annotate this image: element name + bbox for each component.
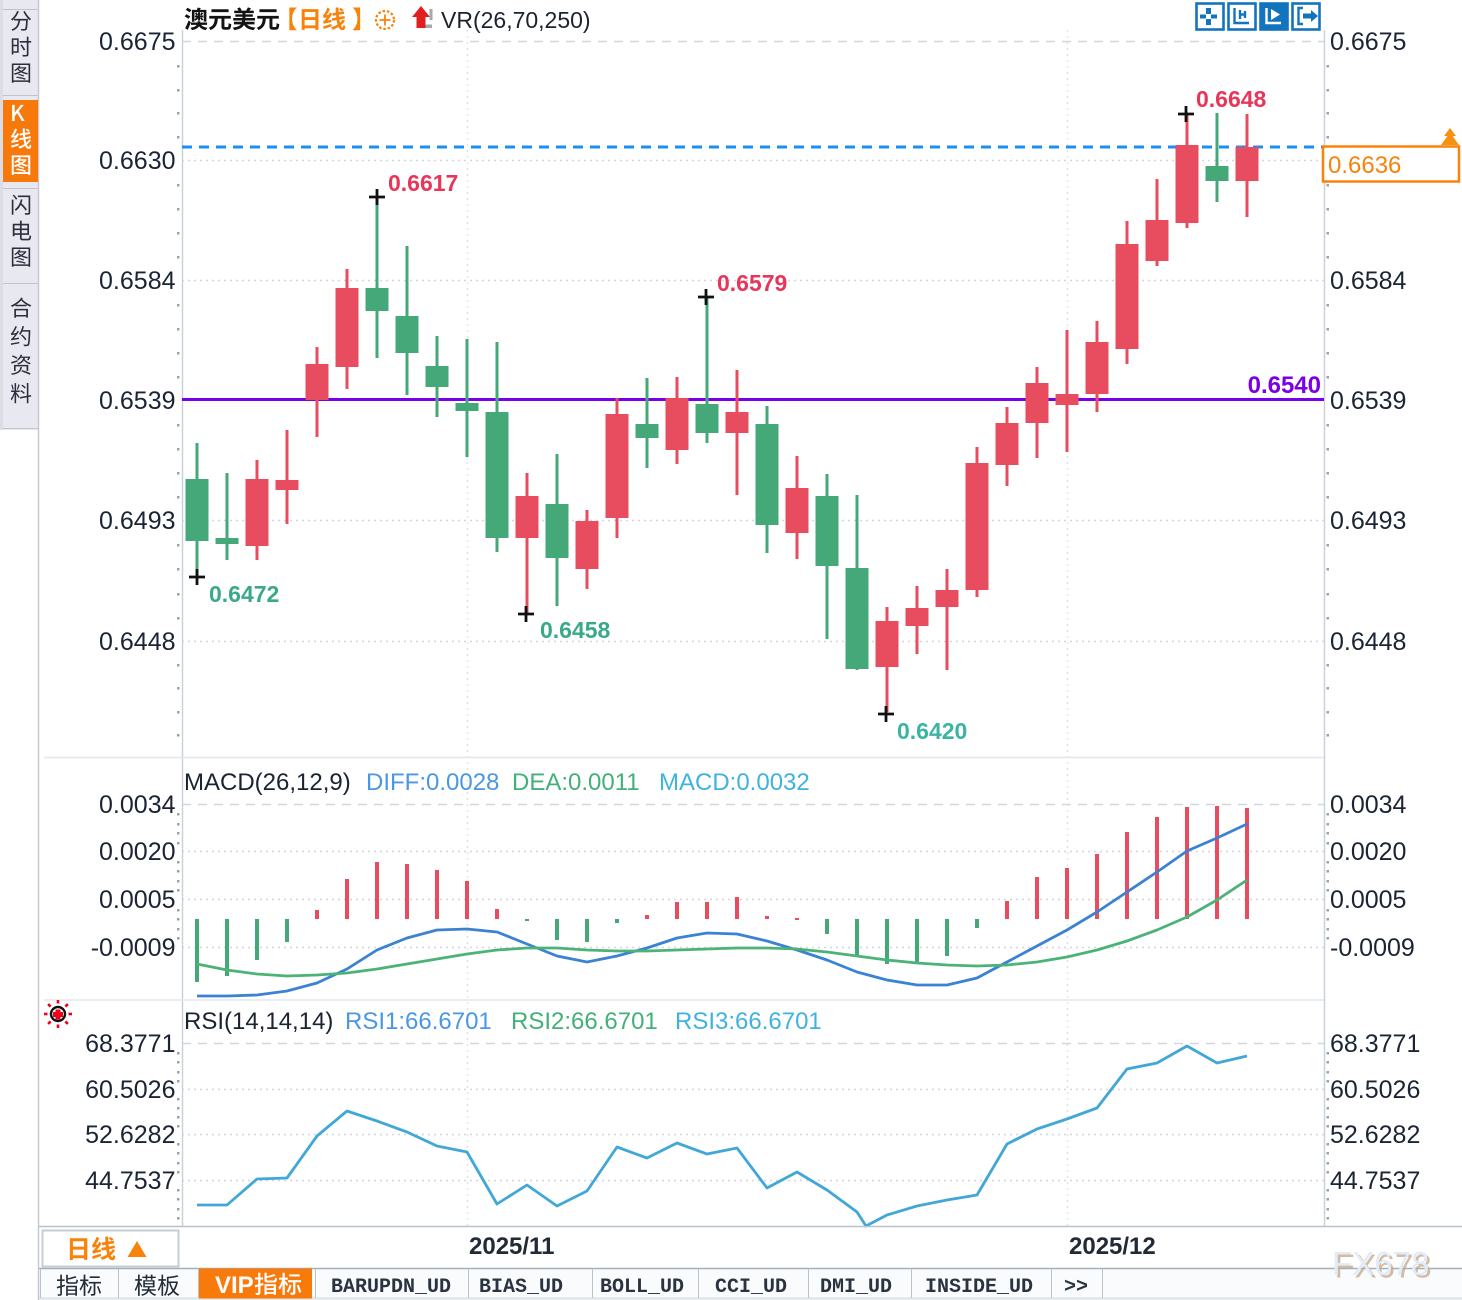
- svg-text:60.5026: 60.5026: [85, 1076, 175, 1104]
- svg-text:0.0005: 0.0005: [1330, 886, 1406, 914]
- svg-text:0.6648: 0.6648: [1196, 86, 1267, 112]
- svg-text:0.6675: 0.6675: [99, 28, 175, 56]
- svg-text:0.6458: 0.6458: [540, 617, 611, 643]
- svg-text:0.0005: 0.0005: [99, 886, 175, 914]
- svg-text:BOLL_UD: BOLL_UD: [600, 1276, 684, 1299]
- svg-text:CCI_UD: CCI_UD: [715, 1276, 787, 1299]
- svg-text:0.0020: 0.0020: [1330, 838, 1406, 866]
- svg-text:0.0020: 0.0020: [99, 838, 175, 866]
- svg-text:-0.0009: -0.0009: [91, 934, 176, 962]
- svg-text:INSIDE_UD: INSIDE_UD: [925, 1276, 1033, 1299]
- svg-text:60.5026: 60.5026: [1330, 1076, 1420, 1104]
- svg-text:RSI1:66.6701: RSI1:66.6701: [345, 1008, 492, 1035]
- svg-text:MACD:0.0032: MACD:0.0032: [659, 769, 810, 796]
- svg-text:52.6282: 52.6282: [85, 1121, 175, 1149]
- svg-text:0.6630: 0.6630: [99, 147, 175, 175]
- svg-text:0.6617: 0.6617: [388, 170, 458, 196]
- svg-text:0.6448: 0.6448: [1330, 628, 1406, 656]
- svg-text:0.6493: 0.6493: [99, 507, 175, 535]
- svg-text:0.6584: 0.6584: [99, 267, 176, 295]
- svg-text:RSI(14,14,14): RSI(14,14,14): [184, 1008, 333, 1035]
- svg-text:0.0034: 0.0034: [1330, 791, 1407, 819]
- svg-text:BARUPDN_UD: BARUPDN_UD: [331, 1276, 451, 1299]
- svg-text:FX678: FX678: [1332, 1245, 1429, 1282]
- svg-text:-0.0009: -0.0009: [1330, 934, 1415, 962]
- svg-text:0.6675: 0.6675: [1330, 28, 1406, 56]
- svg-text:VR(26,70,250): VR(26,70,250): [441, 7, 591, 33]
- svg-text:DEA:0.0011: DEA:0.0011: [512, 769, 640, 796]
- svg-text:VIP: VIP: [215, 1272, 254, 1299]
- svg-text:0.6420: 0.6420: [897, 718, 967, 744]
- svg-text:FX678: FX678: [1335, 1248, 1432, 1285]
- svg-text:RSI2:66.6701: RSI2:66.6701: [511, 1008, 658, 1035]
- svg-text:0.6493: 0.6493: [1330, 507, 1406, 535]
- svg-text:2025/11: 2025/11: [469, 1233, 554, 1260]
- svg-text:>>: >>: [1064, 1276, 1088, 1299]
- svg-text:0.0034: 0.0034: [99, 791, 176, 819]
- svg-text:0.6448: 0.6448: [99, 628, 175, 656]
- svg-text:68.3771: 68.3771: [85, 1030, 175, 1058]
- svg-text:0.6540: 0.6540: [1248, 372, 1321, 399]
- svg-text:44.7537: 44.7537: [1330, 1167, 1420, 1195]
- svg-text:0.6579: 0.6579: [717, 270, 787, 296]
- svg-text:0.6584: 0.6584: [1330, 267, 1407, 295]
- svg-text:0.6472: 0.6472: [209, 581, 279, 607]
- svg-text:44.7537: 44.7537: [85, 1167, 175, 1195]
- svg-text:DIFF:0.0028: DIFF:0.0028: [366, 769, 499, 796]
- svg-text:2025/12: 2025/12: [1069, 1233, 1156, 1260]
- svg-text:0.6636: 0.6636: [1328, 152, 1401, 179]
- svg-text:BIAS_UD: BIAS_UD: [479, 1276, 563, 1299]
- svg-text:MACD(26,12,9): MACD(26,12,9): [184, 769, 351, 796]
- svg-text:68.3771: 68.3771: [1330, 1030, 1420, 1058]
- svg-text:0.6539: 0.6539: [1330, 387, 1406, 415]
- svg-text:DMI_UD: DMI_UD: [820, 1276, 892, 1299]
- svg-text:0.6539: 0.6539: [99, 387, 175, 415]
- svg-text:RSI3:66.6701: RSI3:66.6701: [675, 1008, 822, 1035]
- svg-text:52.6282: 52.6282: [1330, 1121, 1420, 1149]
